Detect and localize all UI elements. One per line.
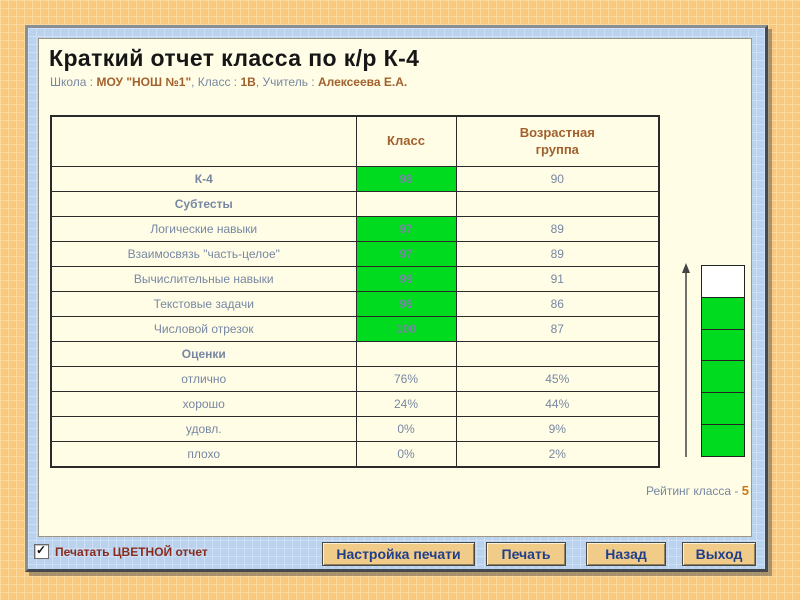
row-label-cell: Вычислительные навыки	[50, 266, 357, 292]
table-row: Оценки	[50, 341, 660, 367]
group-value-cell: 2%	[455, 441, 660, 468]
class-value-cell: 97	[355, 216, 457, 242]
row-label-cell: Текстовые задачи	[50, 291, 357, 317]
print-settings-button[interactable]: Настройка печати	[322, 542, 475, 566]
group-value-cell	[455, 191, 660, 217]
page-title: Краткий отчет класса по к/р К-4	[49, 45, 420, 71]
table-row: Числовой отрезок 100 87	[50, 316, 660, 342]
rating-cell-filled	[702, 360, 744, 393]
row-label-cell: удовл.	[50, 416, 357, 442]
meta-part-label: , Учитель :	[255, 75, 318, 89]
rating-value: 5	[741, 483, 749, 498]
table-row: Субтесты	[50, 191, 660, 217]
class-value-cell: 0%	[355, 441, 457, 468]
rating-label: Рейтинг класса - 5	[646, 483, 749, 498]
rating-cell-filled	[702, 392, 744, 425]
row-label-cell: отлично	[50, 366, 357, 392]
group-value-cell	[455, 341, 660, 367]
class-value-cell: 100	[355, 316, 457, 342]
column-header-class: Класс	[355, 115, 457, 167]
report-table: Класс Возрастная группа К-4 98 90 Субтесты Л…	[50, 115, 660, 468]
class-value-cell	[355, 341, 457, 367]
rating-cell-filled	[702, 296, 744, 329]
rating-bar	[701, 265, 745, 457]
class-value-cell: 24%	[355, 391, 457, 417]
report-window: Краткий отчет класса по к/р К-4 Школа : …	[25, 25, 768, 572]
group-value-cell: 91	[455, 266, 660, 292]
meta-part-label: , Класс :	[191, 75, 241, 89]
row-label-cell: К-4	[50, 166, 357, 192]
print-color-checkbox-label: Печатать ЦВЕТНОЙ отчет	[55, 544, 208, 559]
table-row: Текстовые задачи 96 86	[50, 291, 660, 317]
row-label-cell: Взаимосвязь "часть-целое"	[50, 241, 357, 267]
column-header-empty	[50, 115, 357, 167]
table-row: Логические навыки 97 89	[50, 216, 660, 242]
report-panel: Краткий отчет класса по к/р К-4 Школа : …	[38, 38, 752, 537]
table-row: К-4 98 90	[50, 166, 660, 192]
print-button[interactable]: Печать	[486, 542, 566, 566]
group-value-cell: 90	[455, 166, 660, 192]
group-value-cell: 44%	[455, 391, 660, 417]
class-value-cell: 76%	[355, 366, 457, 392]
rating-arrow-icon	[682, 263, 690, 457]
column-header-age-group: Возрастная группа	[455, 115, 660, 167]
row-label-cell: Субтесты	[50, 191, 357, 217]
print-color-checkbox-row: Печатать ЦВЕТНОЙ отчет	[34, 543, 208, 559]
report-meta: Школа : МОУ "НОШ №1", Класс : 1В, Учител…	[50, 75, 407, 89]
meta-part-label: Школа :	[50, 75, 97, 89]
group-value-cell: 87	[455, 316, 660, 342]
rating-cell-filled	[702, 424, 744, 456]
table-row: Взаимосвязь "часть-целое" 97 89	[50, 241, 660, 267]
class-value-cell: 96	[355, 291, 457, 317]
rating-cell-empty	[702, 266, 744, 297]
exit-button[interactable]: Выход	[682, 542, 756, 566]
row-label-cell: Логические навыки	[50, 216, 357, 242]
meta-part-value: Алексеева Е.А.	[317, 75, 408, 89]
class-value-cell: 99	[355, 266, 457, 292]
table-row: удовл. 0% 9%	[50, 416, 660, 442]
group-value-cell: 86	[455, 291, 660, 317]
rating-label-text: Рейтинг класса -	[645, 484, 742, 498]
row-label-cell: плохо	[50, 441, 357, 468]
row-label-cell: Оценки	[50, 341, 357, 367]
class-value-cell: 98	[355, 166, 457, 192]
group-value-cell: 9%	[455, 416, 660, 442]
back-button[interactable]: Назад	[586, 542, 666, 566]
class-value-cell: 0%	[355, 416, 457, 442]
table-row: отлично 76% 45%	[50, 366, 660, 392]
group-value-cell: 89	[455, 241, 660, 267]
print-color-checkbox[interactable]	[34, 543, 49, 559]
class-value-cell	[355, 191, 457, 217]
table-row: плохо 0% 2%	[50, 441, 660, 468]
group-value-cell: 89	[455, 216, 660, 242]
row-label-cell: хорошо	[50, 391, 357, 417]
table-row: хорошо 24% 44%	[50, 391, 660, 417]
row-label-cell: Числовой отрезок	[50, 316, 357, 342]
rating-cell-filled	[702, 328, 744, 361]
meta-part-value: 1В	[240, 75, 256, 89]
meta-part-value: МОУ "НОШ №1"	[96, 75, 192, 89]
group-value-cell: 45%	[455, 366, 660, 392]
table-row: Вычислительные навыки 99 91	[50, 266, 660, 292]
table-header-row: Класс Возрастная группа	[50, 115, 660, 167]
class-value-cell: 97	[355, 241, 457, 267]
